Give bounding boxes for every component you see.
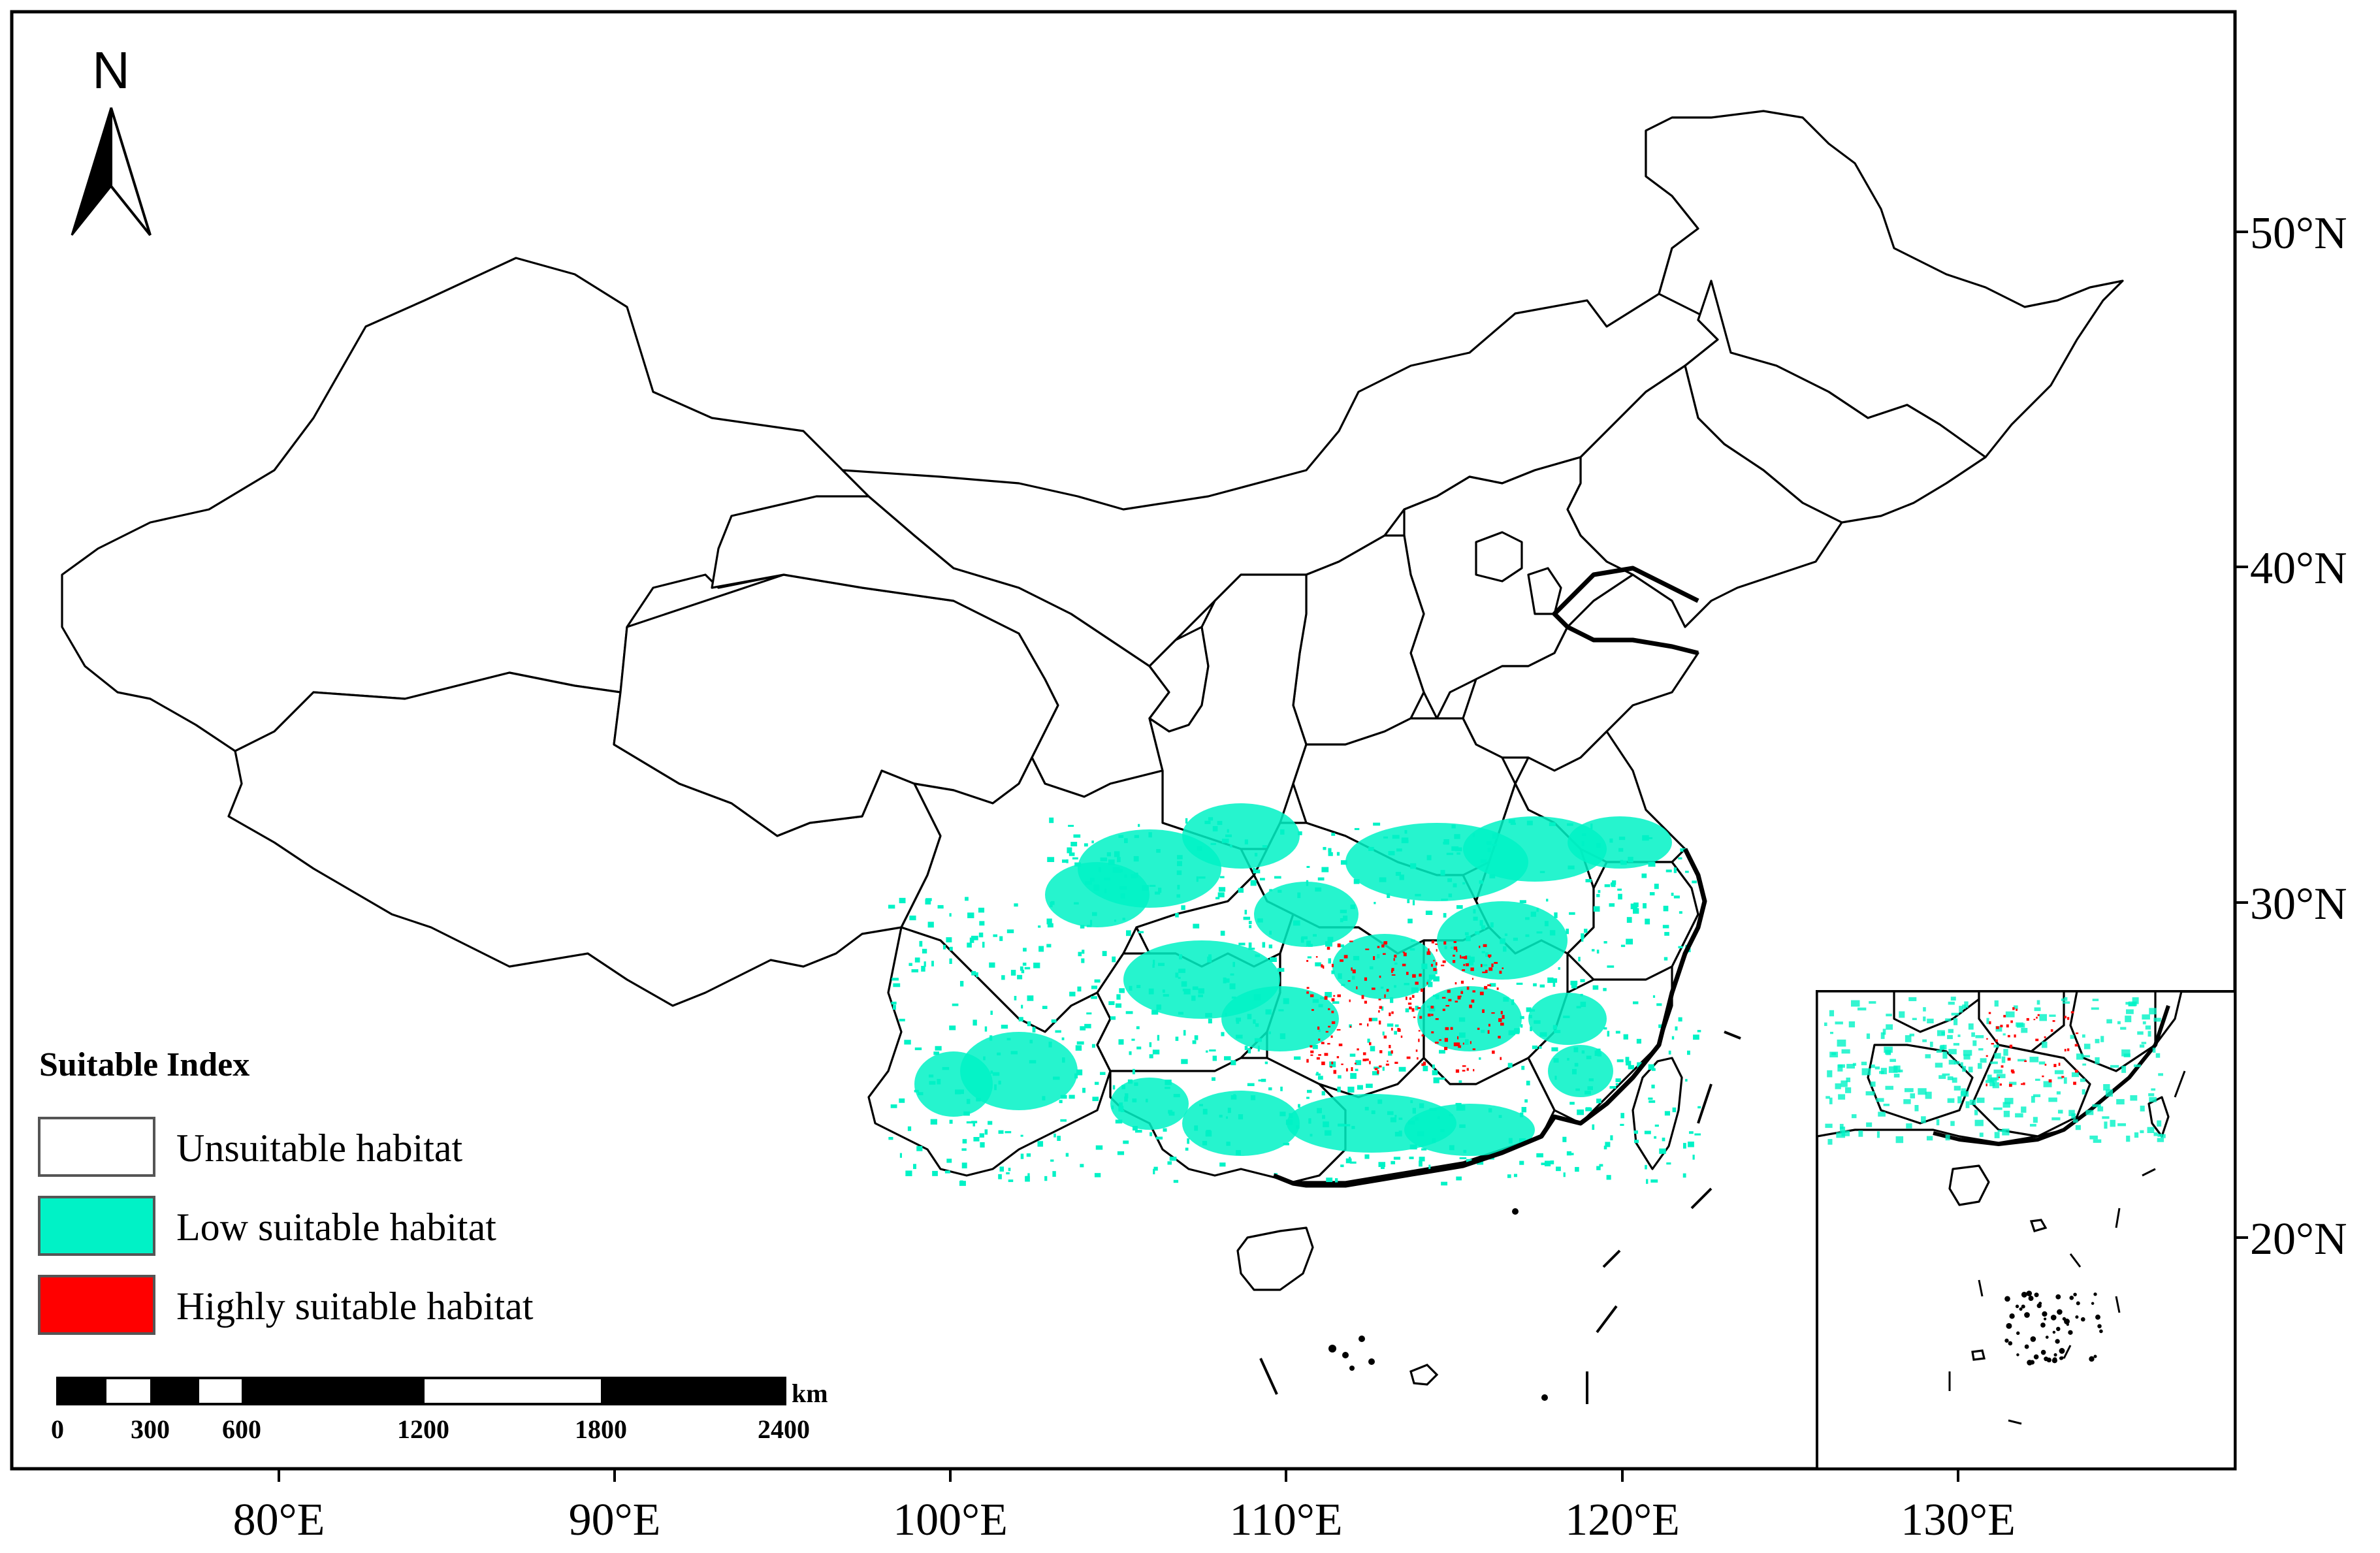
low-suitable-area [1221,986,1339,1051]
scale-label: 1800 [575,1415,627,1444]
legend-title: Suitable Index [39,1046,249,1083]
x-tick-label: 110°E [1229,1495,1342,1545]
y-tick-label: 40°N [2250,543,2347,594]
scale-bar: km 0 300 600 1200 1800 2400 [51,1377,828,1444]
scale-label: 2400 [758,1415,810,1444]
x-tick-label: 80°E [233,1495,325,1545]
north-arrow: N [71,41,152,236]
scale-label: 300 [131,1415,170,1444]
region-beijing [1475,531,1523,583]
map-frame [10,10,2237,1471]
low-suitable-area [1110,1078,1189,1130]
legend-label: Highly suitable habitat [176,1285,534,1328]
axes: 80°E 90°E 100°E 110°E 120°E 130°E 50°N 4… [233,208,2347,1545]
legend: Suitable Index Unsuitable habitat Low su… [38,1046,534,1335]
low-suitable-area [1528,993,1607,1045]
low-suitable-area [1045,862,1150,927]
region-taiwan [1632,1057,1683,1170]
y-tick-label: 20°N [2250,1214,2347,1264]
suitability-layer [888,803,1701,1186]
y-tick-label: 50°N [2250,208,2347,259]
north-label: N [92,41,130,99]
low-suitable-area [1568,816,1672,869]
low-suitable-area [1548,1045,1613,1097]
region-hainan [1236,1226,1314,1291]
low-suitable-area [914,1051,993,1117]
scale-unit: km [792,1379,828,1408]
region-heilongjiang [1645,110,2124,458]
x-tick-label: 120°E [1565,1495,1680,1545]
legend-swatch-high [38,1275,155,1335]
low-suitable-area [1254,882,1359,947]
legend-swatch-low [38,1196,155,1256]
scale-label: 600 [222,1415,261,1444]
province-boundaries [61,110,2124,1291]
low-suitable-area [1404,1104,1535,1156]
south-sea-islands [1259,1031,1741,1404]
low-suitable-area [1182,1091,1300,1156]
scale-label: 1200 [397,1415,449,1444]
inset-map [1816,990,2236,1470]
x-tick-label: 90°E [569,1495,661,1545]
low-suitable-area [1417,986,1522,1051]
low-suitable-area [1182,803,1300,869]
coastline [1272,848,1707,1188]
scale-label: 0 [51,1415,64,1444]
legend-swatch-unsuitable [38,1117,155,1177]
region-tianjin [1527,567,1562,615]
legend-label: Low suitable habitat [176,1206,496,1249]
legend-label: Unsuitable habitat [176,1127,463,1170]
low-suitable-area [1463,816,1607,882]
x-tick-label: 130°E [1901,1495,2016,1545]
x-tick-label: 100°E [893,1495,1008,1545]
y-tick-label: 30°N [2250,879,2347,929]
coastline-north [1552,566,1699,656]
